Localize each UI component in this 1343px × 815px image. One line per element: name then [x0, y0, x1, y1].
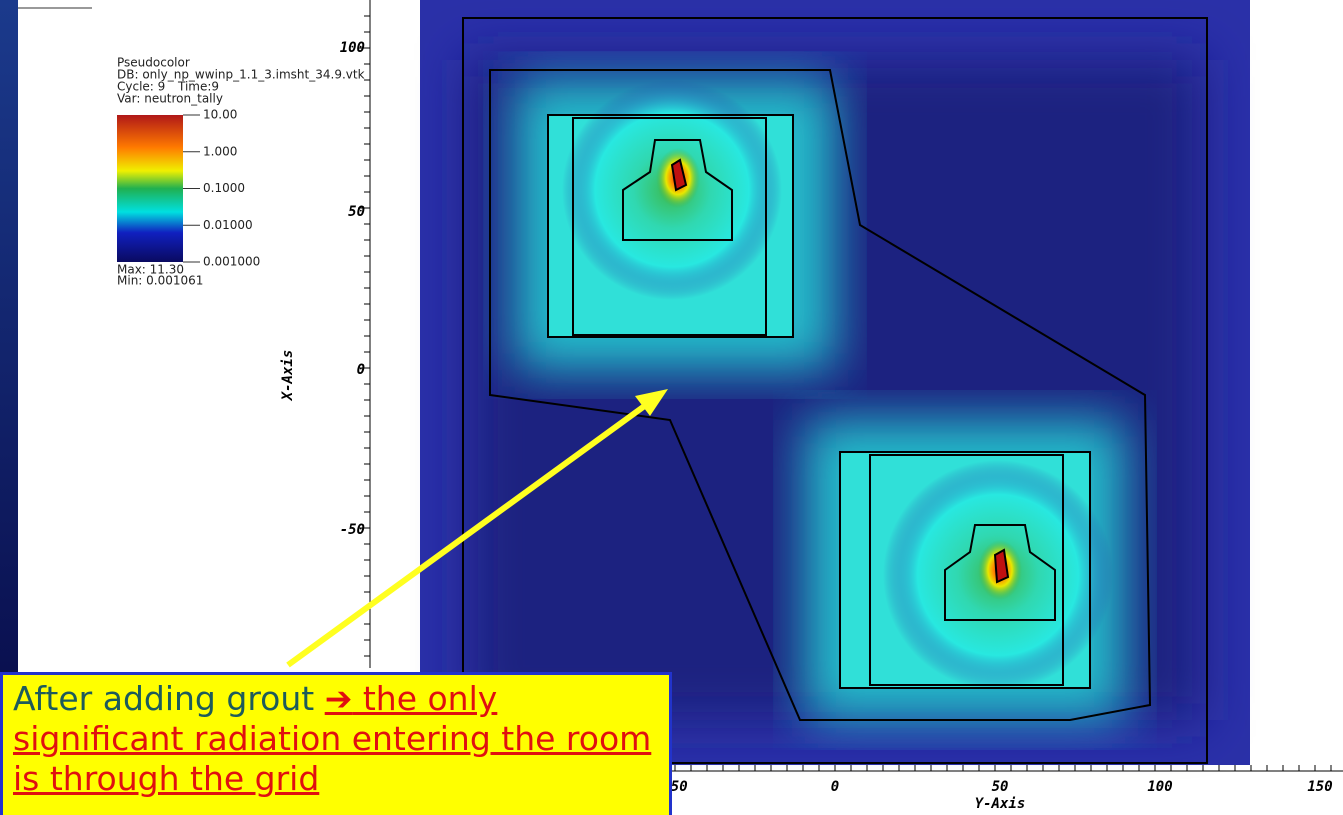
horizontal-axis-title: Y-Axis	[975, 796, 1026, 812]
legend-level-label: 1.000	[203, 144, 237, 158]
side-strip	[0, 0, 18, 672]
horizontal-tick-label: 50	[992, 779, 1009, 795]
annotation-box: After adding grout ➔ the only significan…	[0, 672, 672, 815]
annotation-arrow: ➔	[325, 679, 353, 718]
legend-min: Min: 0.001061	[117, 274, 203, 288]
vertical-tick-label: 100	[340, 40, 365, 56]
horizontal-tick-label: 0	[831, 779, 839, 795]
legend-level-label: 10.00	[203, 108, 237, 122]
legend: Pseudocolor DB: only_np_wwinp_1.1_3.imsh…	[117, 56, 365, 288]
vertical-axis: 100 50 0 -50 X-Axis	[280, 0, 370, 668]
plot-image	[420, 0, 1250, 765]
page: Pseudocolor DB: only_np_wwinp_1.1_3.imsh…	[0, 0, 1343, 815]
vertical-tick-label: -50	[340, 522, 365, 538]
vertical-tick-label: 0	[357, 362, 365, 378]
horizontal-tick-label: 150	[1307, 779, 1332, 795]
colorbar	[117, 115, 183, 262]
horizontal-tick-label: 100	[1147, 779, 1172, 795]
vertical-tick-label: 50	[348, 204, 365, 220]
vertical-axis-title: X-Axis	[280, 350, 296, 402]
legend-level-label: 0.01000	[203, 218, 253, 232]
legend-level-label: 0.1000	[203, 181, 245, 195]
legend-level-label: 0.001000	[203, 255, 260, 269]
legend-var: Var: neutron_tally	[117, 92, 223, 106]
annotation-lead: After adding grout	[13, 679, 325, 718]
horizontal-axis: -50 0 50 100 150 Y-Axis	[662, 765, 1343, 812]
